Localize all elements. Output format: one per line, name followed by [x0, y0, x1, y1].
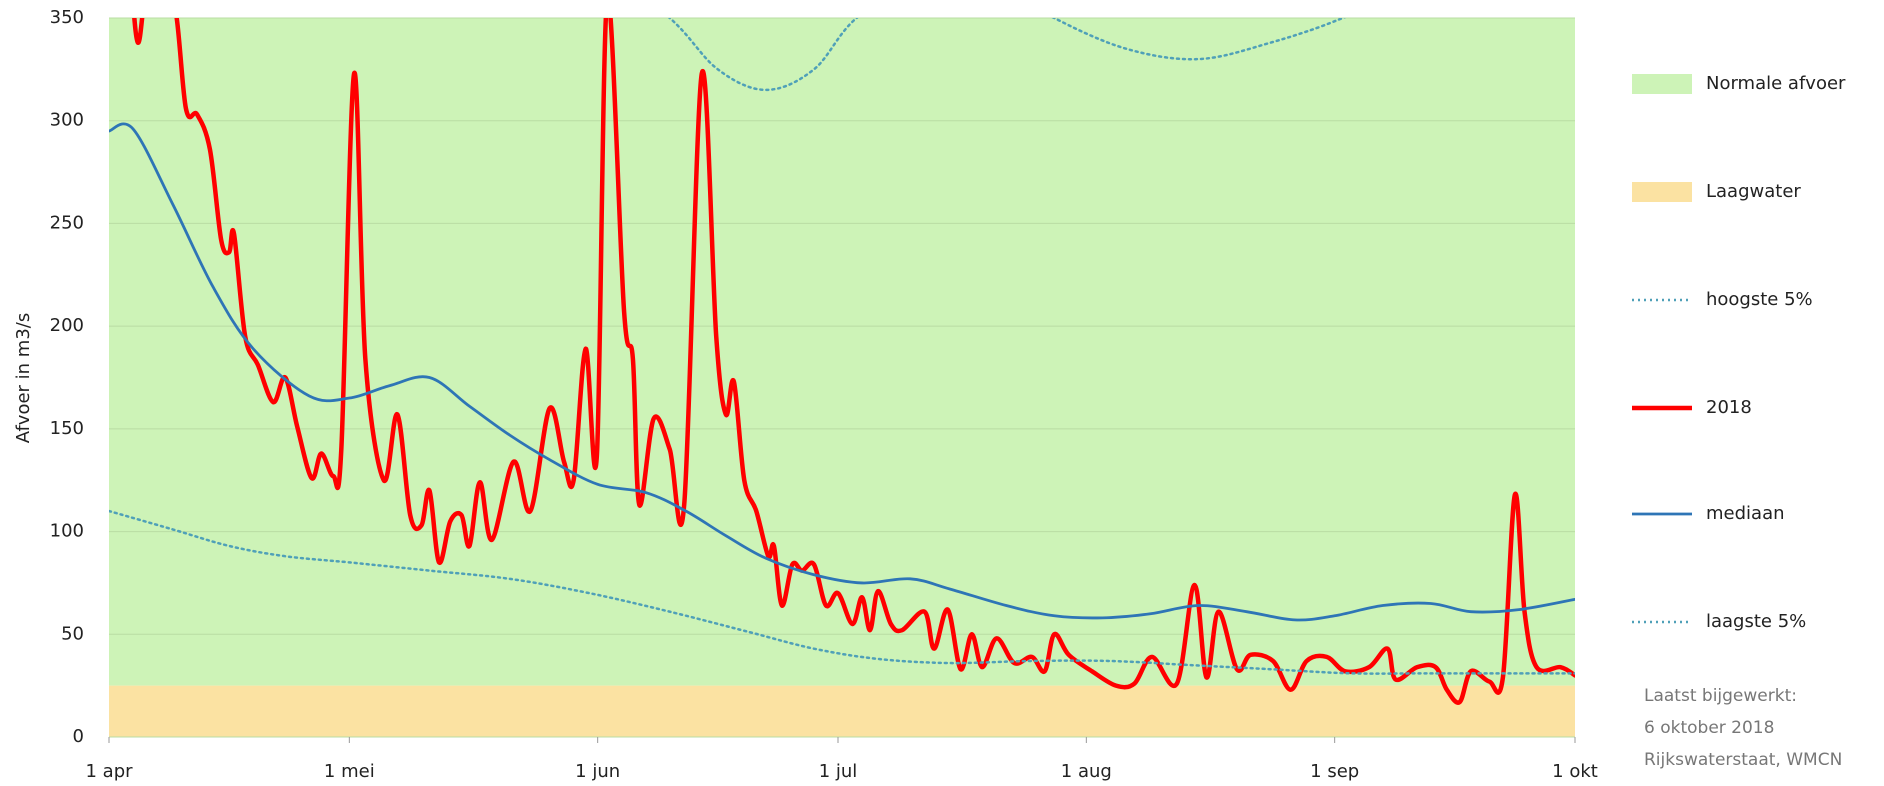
legend-label: Laagwater [1706, 181, 1801, 202]
legend-label: mediaan [1706, 503, 1785, 524]
band [109, 18, 1575, 686]
labels: 0 50 100 150 200 250 300 350 1 apr 1 mei 1 jun 1 ju… [50, 7, 1846, 782]
legend-label: laagste 5% [1706, 611, 1806, 632]
annotation: Rijkswaterstaat, WMCN [1644, 750, 1842, 770]
legend-label: hoogste 5% [1706, 289, 1813, 310]
y-tick-label: 150 [50, 418, 84, 439]
x-tick-label: 1 apr [85, 761, 133, 782]
legend-swatch [1632, 182, 1692, 202]
bands [109, 18, 1575, 737]
legend-label: Normale afvoer [1706, 73, 1846, 94]
annotation: 6 oktober 2018 [1644, 718, 1774, 738]
lines [109, 18, 1575, 705]
x-tick-label: 1 mei [324, 761, 375, 782]
y-tick-label: 350 [50, 7, 84, 28]
series-line [667, 18, 1346, 92]
x-tick-label: 1 jul [819, 761, 858, 782]
legend-label: 2018 [1706, 397, 1752, 418]
y-tick-label: 300 [50, 110, 84, 131]
series-line [109, 509, 1575, 675]
y-tick-label: 0 [73, 726, 84, 747]
y-axis-label: Afvoer in m3/s [13, 313, 34, 443]
series-line [132, 18, 1575, 705]
legend-swatch [1632, 74, 1692, 94]
y-tick-label: 100 [50, 521, 84, 542]
x-tick-label: 1 okt [1552, 761, 1598, 782]
y-tick-label: 50 [61, 623, 84, 644]
band [109, 685, 1575, 737]
y-tick-label: 250 [50, 212, 84, 233]
annotation: Laatst bijgewerkt: [1644, 686, 1797, 706]
y-tick-label: 200 [50, 315, 84, 336]
x-tick-label: 1 sep [1310, 761, 1359, 782]
x-tick-label: 1 aug [1061, 761, 1112, 782]
x-tick-label: 1 jun [575, 761, 620, 782]
series-line [109, 122, 1575, 622]
